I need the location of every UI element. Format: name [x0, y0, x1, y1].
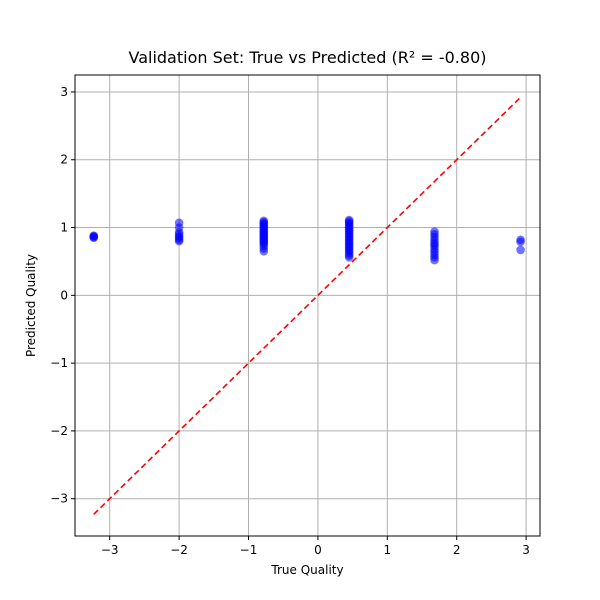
data-point [89, 233, 99, 243]
x-tick-label: −1 [240, 543, 258, 557]
y-tick-label: −3 [50, 492, 68, 506]
y-axis-label: Predicted Quality [24, 254, 38, 357]
data-point [516, 245, 525, 255]
chart-title: Validation Set: True vs Predicted (R² = … [129, 48, 487, 67]
data-point [430, 255, 439, 265]
data-point [344, 253, 354, 262]
y-tick-label: 3 [60, 85, 68, 99]
y-tick-label: 1 [60, 221, 68, 235]
x-tick-label: 3 [522, 543, 530, 557]
data-point [516, 237, 525, 247]
axis-ticks: −3 −2 −1 0 1 2 3 −3 −2 −1 0 1 2 3 [50, 85, 530, 557]
x-tick-label: 2 [453, 543, 461, 557]
y-tick-label: 2 [60, 153, 68, 167]
y-tick-label: −2 [50, 424, 68, 438]
scatter-points [89, 215, 525, 265]
x-axis-label: True Quality [270, 563, 343, 577]
y-tick-label: −1 [50, 356, 68, 370]
data-point [259, 246, 269, 256]
x-tick-label: 1 [383, 543, 391, 557]
identity-reference-line [93, 96, 522, 515]
plot-frame [74, 74, 541, 537]
grid-lines [75, 75, 540, 536]
x-tick-label: 0 [314, 543, 322, 557]
x-tick-label: −2 [170, 543, 188, 557]
x-tick-label: −3 [101, 543, 119, 557]
y-tick-label: 0 [60, 288, 68, 302]
data-point [174, 236, 184, 246]
